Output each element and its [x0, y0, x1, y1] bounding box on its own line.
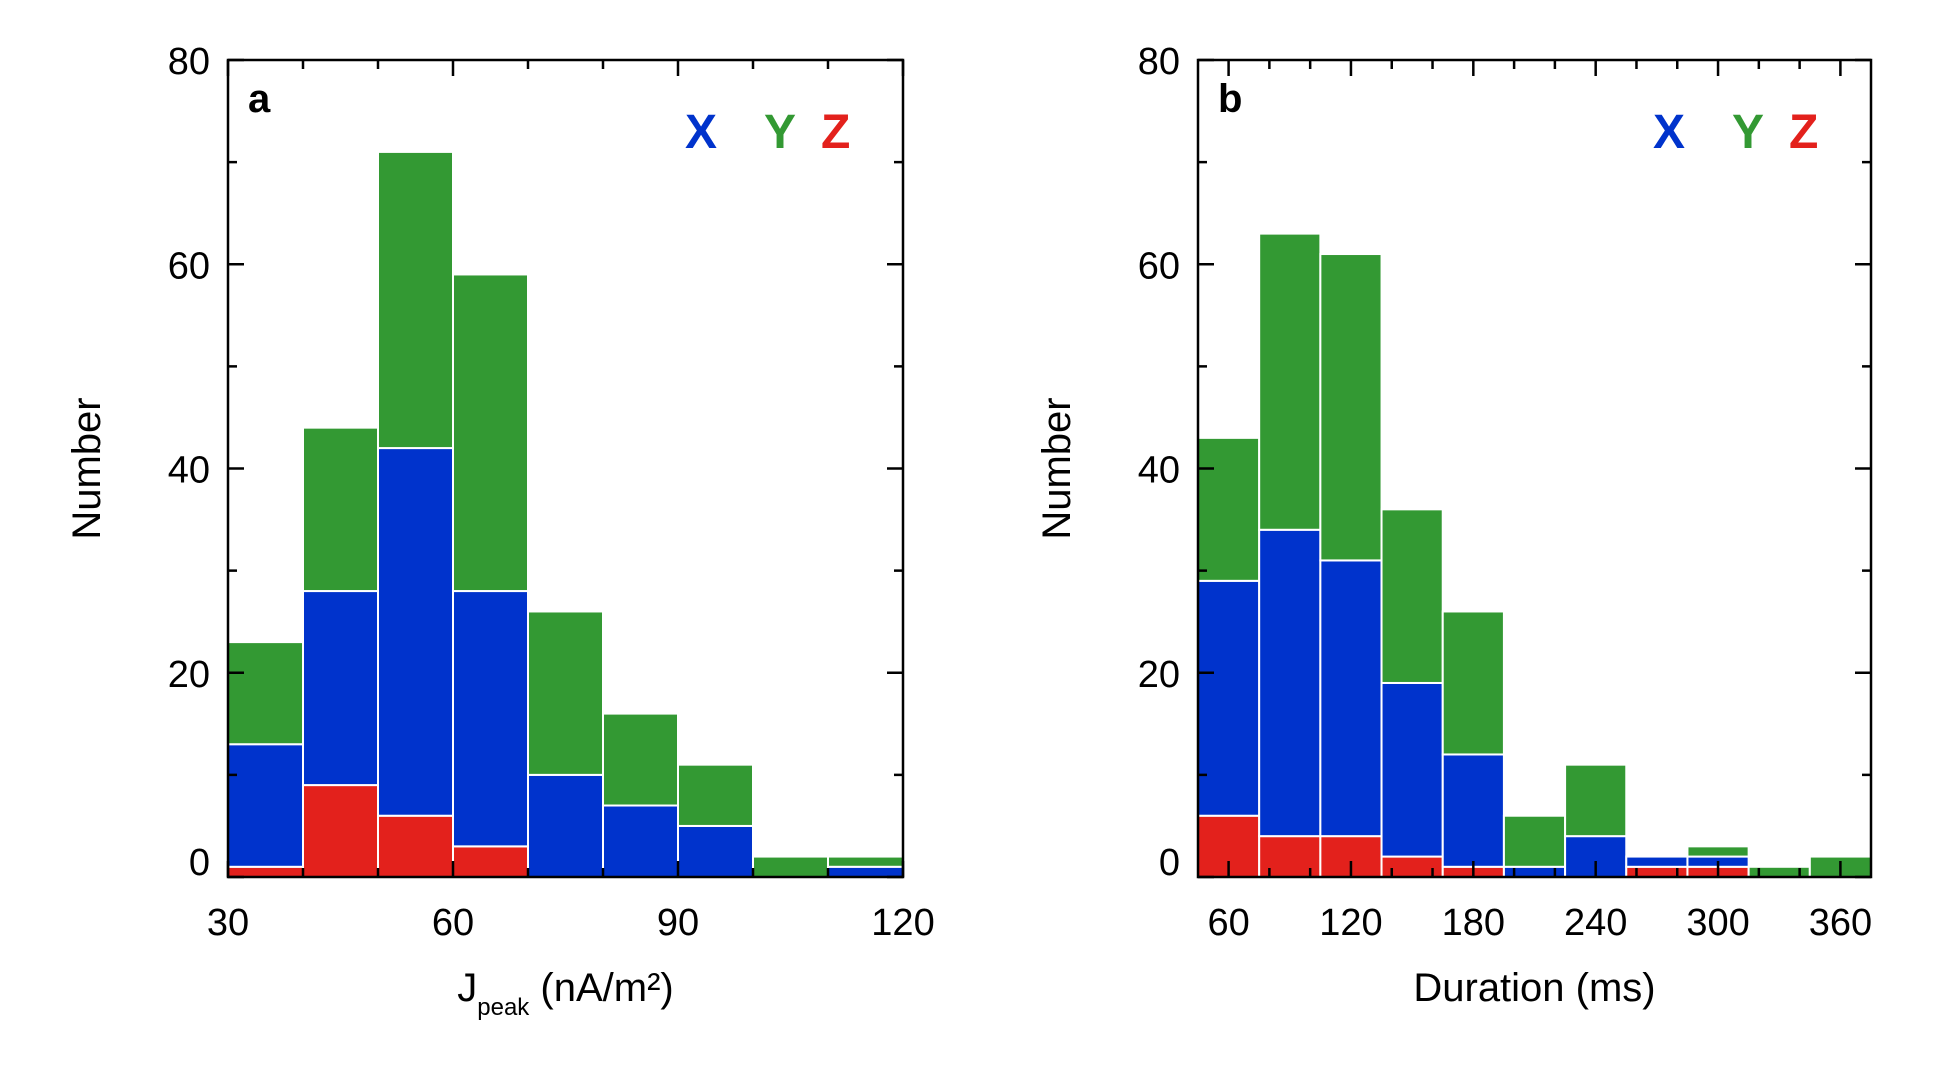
- x-tick-label: 360: [1809, 902, 1872, 944]
- y-tick-label: 0: [189, 842, 210, 884]
- bar-z-bin-2: [377, 814, 454, 878]
- panel-label: b: [1218, 77, 1242, 121]
- bar-y-bin-6: [677, 763, 754, 827]
- x-tick-label: 120: [1319, 902, 1382, 944]
- x-tick-label: 90: [657, 902, 699, 944]
- bar-y-bin-3: [1380, 508, 1444, 684]
- bar-y-bin-8: [1686, 845, 1750, 858]
- y-tick-label: 40: [168, 450, 210, 492]
- bar-x-bin-5: [602, 804, 679, 879]
- bar-y-bin-2: [1319, 253, 1383, 562]
- bar-y-bin-2: [377, 150, 454, 450]
- x-tick-label: 60: [432, 902, 474, 944]
- bar-x-bin-3: [1380, 681, 1444, 858]
- bar-y-bin-4: [1441, 610, 1505, 756]
- x-axis-title: Jpeak (nA/m²): [457, 966, 673, 1021]
- bar-x-bin-1: [302, 590, 379, 787]
- bar-x-bin-2: [377, 447, 454, 817]
- x-tick-label: 60: [1207, 902, 1249, 944]
- bar-z-bin-3: [452, 845, 529, 878]
- legend-entry-z: Z: [821, 106, 850, 159]
- y-tick-label: 20: [168, 654, 210, 696]
- bar-y-bin-4: [527, 610, 604, 776]
- x-axis-title-main: Duration (ms): [1413, 966, 1655, 1010]
- bar-x-bin-7: [1625, 855, 1689, 868]
- x-tick-label: 300: [1686, 902, 1749, 944]
- y-axis-title: Number: [65, 397, 109, 539]
- x-tick-label: 120: [871, 902, 934, 944]
- bar-x-bin-2: [1319, 559, 1383, 838]
- bar-y-bin-7: [752, 855, 829, 879]
- legend-entry-y: Y: [1732, 106, 1764, 159]
- y-tick-label: 80: [168, 41, 210, 83]
- x-axis-title-main: J: [457, 966, 477, 1010]
- panel-b: 60 120 180 240 300 360 0 20 40 60 80 Number Duration…: [1035, 41, 1873, 1010]
- x-tick-label: 240: [1564, 902, 1627, 944]
- x-axis-title-unit: (nA/m²): [529, 966, 673, 1010]
- bar-x-bin-8: [827, 865, 904, 878]
- bar-z-bin-0: [227, 865, 304, 878]
- x-tick-label: 30: [207, 902, 249, 944]
- bar-x-bin-0: [227, 743, 304, 868]
- panel-a: 30 60 90 120 0 20 40 60 80 Number Jpeak (nA/m²) a X Y…: [65, 41, 935, 1021]
- x-axis-title-subscript: peak: [477, 994, 530, 1021]
- y-tick-label: 60: [1138, 245, 1180, 287]
- y-tick-label: 40: [1138, 450, 1180, 492]
- legend-entry-x: X: [1653, 106, 1685, 159]
- x-axis-title: Duration (ms): [1413, 966, 1655, 1010]
- bar-x-bin-4: [527, 773, 604, 878]
- bar-x-bin-6: [677, 824, 754, 878]
- x-tick-label: 180: [1442, 902, 1505, 944]
- bar-y-bin-5: [1502, 814, 1567, 868]
- bar-x-bin-1: [1258, 528, 1322, 838]
- bar-y-bin-1: [302, 426, 379, 593]
- y-tick-label: 60: [168, 245, 210, 287]
- panel-label: a: [248, 77, 271, 121]
- legend-entry-y: Y: [764, 106, 796, 159]
- legend-entry-z: Z: [1789, 106, 1818, 159]
- bar-z-bin-1: [302, 784, 379, 879]
- y-tick-label: 80: [1138, 41, 1180, 83]
- bar-y-bin-0: [1197, 436, 1261, 582]
- bar-x-bin-0: [1197, 579, 1261, 817]
- y-tick-label: 0: [1159, 842, 1180, 884]
- bar-x-bin-4: [1441, 753, 1505, 868]
- legend-entry-x: X: [685, 106, 717, 159]
- bar-y-bin-8: [827, 855, 904, 868]
- bar-y-bin-1: [1258, 232, 1322, 531]
- y-tick-label: 20: [1138, 654, 1180, 696]
- bar-y-bin-5: [602, 712, 679, 807]
- bar-y-bin-3: [452, 273, 529, 593]
- bar-x-bin-3: [452, 590, 529, 848]
- bar-y-bin-6: [1564, 763, 1628, 838]
- y-axis-title: Number: [1035, 397, 1079, 539]
- bar-y-bin-0: [227, 641, 304, 746]
